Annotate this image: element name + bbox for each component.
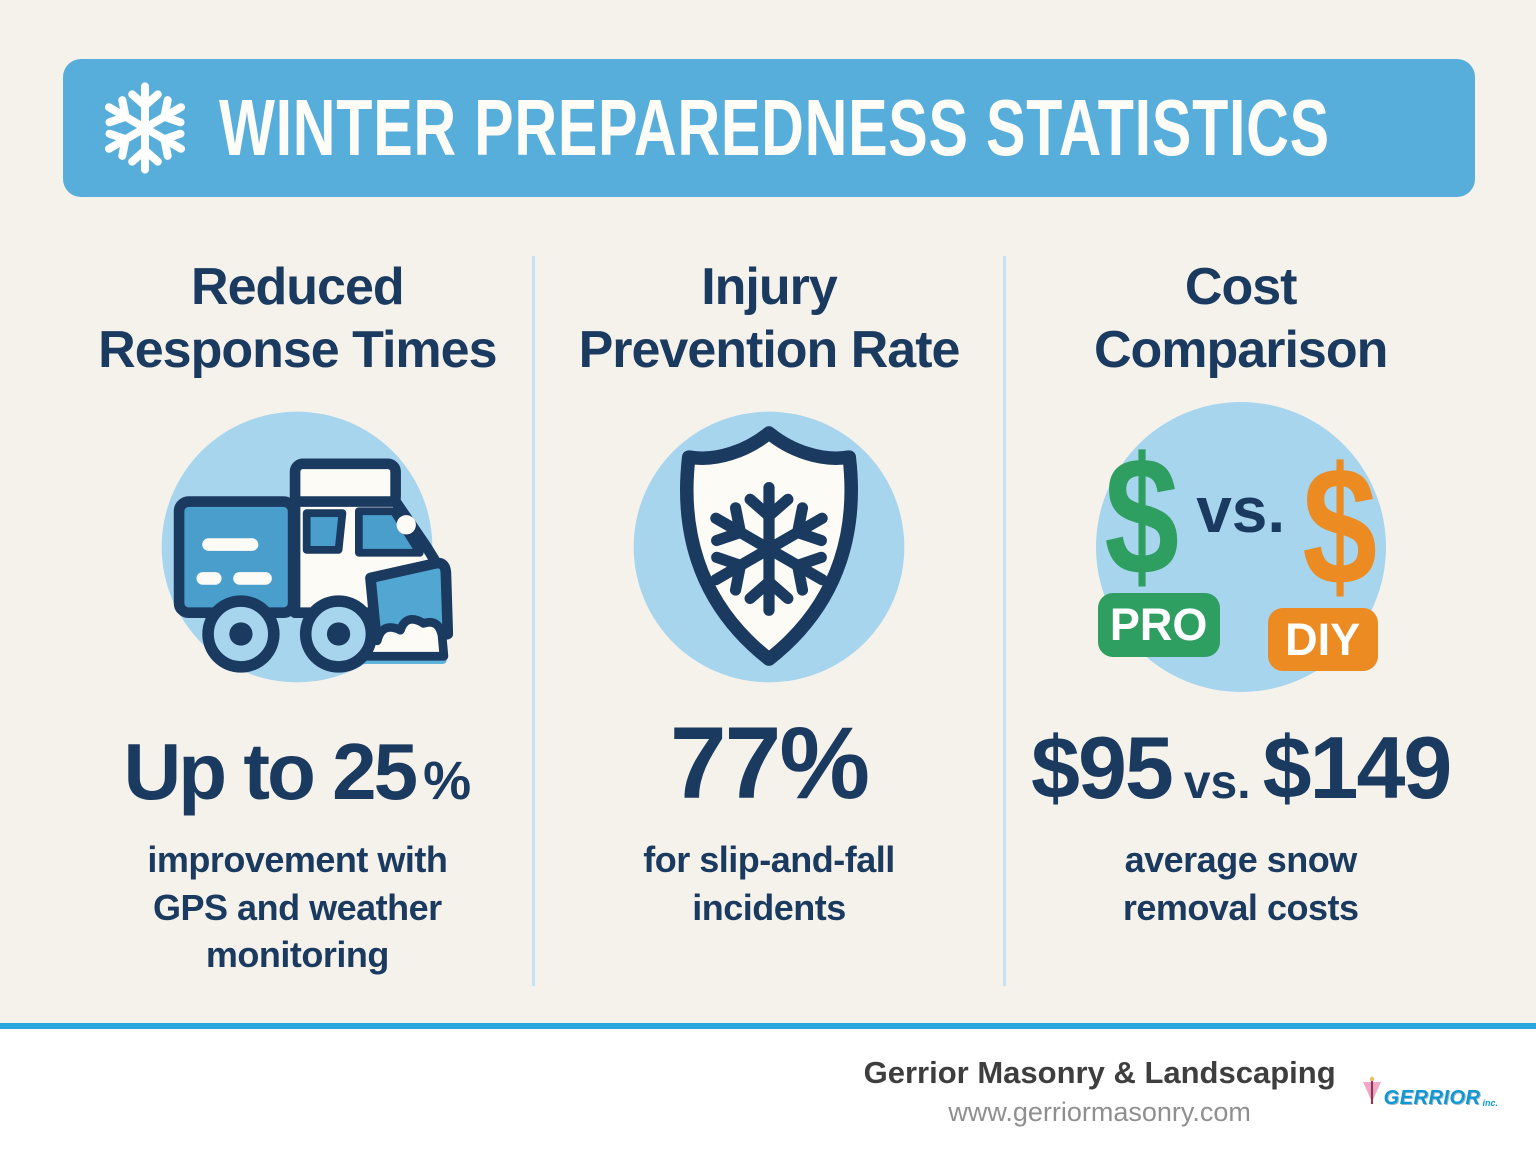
- trowel-icon: [1362, 1076, 1381, 1104]
- diy-badge: DIY: [1267, 608, 1378, 671]
- pro-price: $95: [1031, 718, 1174, 817]
- stat-number: 77%: [669, 706, 870, 820]
- pro-vs-diy-dollar-icon: $ vs. $ PRO DIY: [1095, 402, 1386, 692]
- column-heading: Injury Prevention Rate: [578, 258, 961, 380]
- snowplow-truck-icon: [152, 402, 454, 692]
- stat-number: Up to 25: [123, 727, 419, 816]
- column-heading: Reduced Response Times: [98, 258, 497, 380]
- stat-vs-label: vs.: [1183, 756, 1251, 809]
- shield-snowflake-icon: [624, 402, 914, 692]
- column-cost-comparison: Cost Comparison $ vs. $ PRO DIY $95 vs. …: [1003, 256, 1475, 986]
- stat-description: for slip-and-fall incidents: [643, 839, 895, 928]
- column-reduced-response-times: Reduced Response Times: [63, 256, 532, 986]
- footer-text: Gerrior Masonry & Landscaping www.gerrio…: [864, 1055, 1336, 1128]
- logo-suffix: inc.: [1482, 1097, 1498, 1108]
- diy-price: $149: [1262, 718, 1453, 817]
- column-heading: Cost Comparison: [1093, 258, 1388, 380]
- company-name: Gerrior Masonry & Landscaping: [863, 1055, 1336, 1090]
- header-bar: WINTER PREPAREDNESS STATISTICS: [63, 59, 1475, 197]
- logo-text: GERRIOR: [1383, 1086, 1481, 1109]
- diy-dollar-sign-icon: $: [1302, 432, 1378, 620]
- vs-label: vs.: [1196, 474, 1286, 546]
- stat-columns: Reduced Response Times: [63, 256, 1475, 986]
- snowflake-icon: [104, 82, 186, 174]
- stat-description: average snow removal costs: [1122, 839, 1359, 928]
- stat-percent-suffix: %: [423, 751, 472, 811]
- pro-badge: PRO: [1097, 593, 1220, 657]
- website-url: www.gerriormasonry.com: [948, 1097, 1251, 1127]
- stat-value: $95 vs. $149: [1031, 718, 1453, 817]
- footer-divider-line: [0, 1023, 1536, 1029]
- stat-description: improvement with GPS and weather monitor…: [147, 839, 448, 976]
- page-title: WINTER PREPAREDNESS STATISTICS: [219, 83, 1330, 172]
- gerrior-logo: GERRIOR inc.: [1360, 1076, 1498, 1108]
- stat-value: Up to 25 %: [124, 732, 472, 812]
- dollar-comparison-row: $ vs. $: [1096, 422, 1386, 610]
- column-injury-prevention-rate: Injury Prevention Rate: [531, 256, 1004, 986]
- pro-dollar-sign-icon: $: [1104, 422, 1179, 610]
- footer: Gerrior Masonry & Landscaping www.gerrio…: [0, 1029, 1536, 1154]
- stat-value: 77%: [669, 706, 870, 820]
